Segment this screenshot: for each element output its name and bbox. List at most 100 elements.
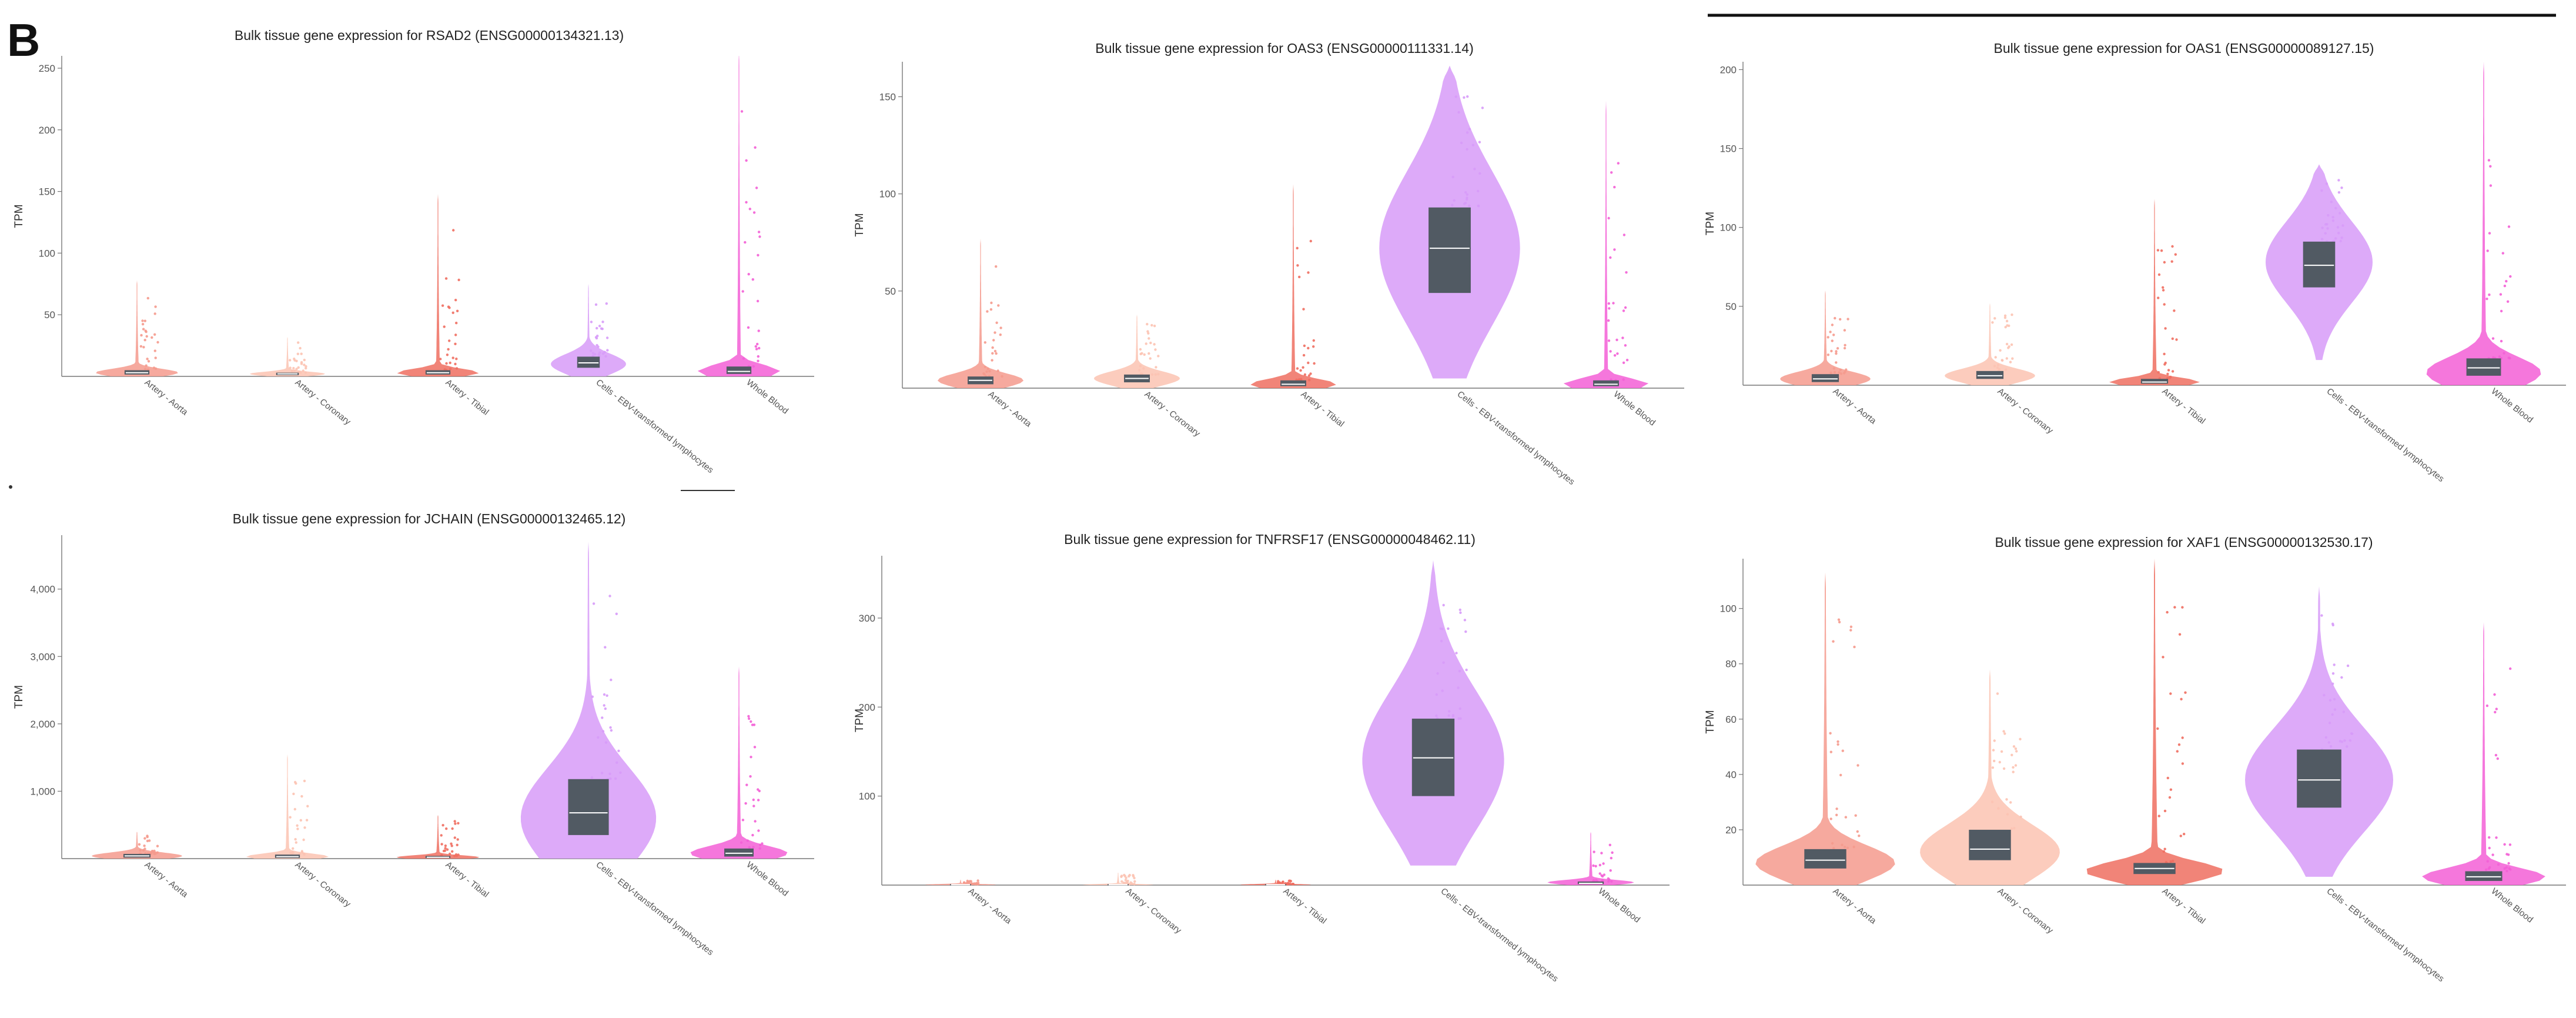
outlier-point xyxy=(303,779,306,783)
outlier-point xyxy=(1839,318,1842,321)
outlier-point xyxy=(446,848,449,851)
outlier-point xyxy=(2485,704,2489,707)
violin-group-artery-aorta xyxy=(96,280,178,376)
outlier-point xyxy=(745,783,748,786)
outlier-point xyxy=(447,305,450,308)
outlier-point xyxy=(2339,239,2342,243)
chart-panel-1: Bulk tissue gene expression for RSAD2 (E… xyxy=(13,28,814,475)
outlier-point xyxy=(752,805,755,807)
outlier-point xyxy=(2348,739,2352,742)
outlier-point xyxy=(745,159,748,162)
outlier-point xyxy=(450,845,453,847)
outlier-point xyxy=(289,359,292,362)
outlier-point xyxy=(1302,353,1306,357)
outlier-point xyxy=(1442,603,1445,607)
outlier-point xyxy=(2157,273,2161,276)
chart-panels: Bulk tissue gene expression for RSAD2 (E… xyxy=(13,28,2566,984)
outlier-point xyxy=(140,333,143,337)
outlier-point xyxy=(969,880,973,883)
violin-whole-blood xyxy=(2422,622,2545,885)
outlier-point xyxy=(1608,307,1611,310)
x-tick-label: Artery - Tibial xyxy=(1299,389,1346,429)
outlier-point xyxy=(1457,717,1460,720)
outlier-point xyxy=(615,612,618,616)
y-tick-label: 250 xyxy=(39,63,55,74)
outlier-point xyxy=(2160,249,2163,252)
outlier-point xyxy=(1832,367,1835,370)
outlier-point xyxy=(1441,689,1444,692)
outlier-point xyxy=(1593,850,1595,853)
x-tick-label: Cells - EBV-transformed lymphocytes xyxy=(594,378,715,475)
outlier-point xyxy=(2171,337,2174,341)
outlier-point xyxy=(454,822,457,825)
outlier-point xyxy=(756,342,759,346)
x-tick-label: Whole Blood xyxy=(745,378,790,416)
violin-whole-blood xyxy=(1547,832,1634,885)
outlier-point xyxy=(1600,852,1603,855)
x-tick-label: Artery - Tibial xyxy=(1282,886,1329,926)
outlier-point xyxy=(2176,750,2179,753)
outlier-point xyxy=(143,845,146,847)
outlier-point xyxy=(2488,846,2491,850)
outlier-point xyxy=(2162,286,2164,289)
outlier-point xyxy=(141,323,145,326)
violin-whole-blood xyxy=(1563,101,1649,388)
violin-cells-ebv-transformed-lymphocytes xyxy=(1362,560,1504,866)
outlier-point xyxy=(1831,842,1834,845)
outlier-point xyxy=(1307,374,1311,377)
outlier-point xyxy=(1298,275,1301,279)
outlier-point xyxy=(2323,693,2326,697)
outlier-point xyxy=(2012,766,2015,769)
outlier-point xyxy=(2010,753,2013,757)
outlier-point xyxy=(2324,232,2327,235)
outlier-point xyxy=(2166,610,2169,614)
outlier-point xyxy=(749,775,752,778)
outlier-point xyxy=(2320,614,2323,617)
outlier-point xyxy=(999,326,1002,329)
outlier-point xyxy=(1312,339,1315,342)
outlier-point xyxy=(446,353,449,356)
outlier-point xyxy=(297,366,300,369)
outlier-point xyxy=(2500,309,2503,313)
outlier-point xyxy=(1296,264,1299,267)
x-tick-label: Cells - EBV-transformed lymphocytes xyxy=(1439,886,1560,984)
outlier-point xyxy=(605,336,609,339)
outlier-point xyxy=(609,726,612,729)
outlier-point xyxy=(289,851,292,855)
outlier-point xyxy=(1154,348,1157,351)
outlier-point xyxy=(1299,369,1302,372)
outlier-point xyxy=(1441,628,1444,630)
y-tick-label: 3,000 xyxy=(30,651,55,662)
outlier-point xyxy=(1448,710,1451,713)
x-tick-label: Artery - Coronary xyxy=(1124,886,1184,936)
outlier-point xyxy=(601,730,605,733)
outlier-point xyxy=(750,756,752,759)
outlier-point xyxy=(1157,355,1160,358)
outlier-point xyxy=(2178,633,2182,636)
outlier-point xyxy=(1849,629,1852,632)
outlier-point xyxy=(758,843,762,847)
outlier-point xyxy=(1839,773,1842,777)
outlier-point xyxy=(146,296,149,300)
violin-artery-coronary xyxy=(1945,303,2035,385)
y-tick-label: 50 xyxy=(885,286,896,297)
outlier-point xyxy=(2505,280,2508,283)
outlier-point xyxy=(295,368,298,371)
violin-group-artery-coronary xyxy=(1945,303,2035,385)
outlier-point xyxy=(2324,223,2327,226)
outlier-point xyxy=(2496,757,2499,760)
y-tick-label: 100 xyxy=(1720,222,1737,233)
outlier-point xyxy=(995,321,998,324)
outlier-point xyxy=(2166,372,2169,376)
outlier-point xyxy=(2180,697,2183,701)
outlier-point xyxy=(2484,868,2488,872)
y-tick-label: 200 xyxy=(859,702,875,713)
outlier-point xyxy=(1138,369,1141,372)
outlier-point xyxy=(1150,323,1153,327)
outlier-point xyxy=(293,780,297,784)
outlier-point xyxy=(139,849,142,852)
outlier-point xyxy=(1845,368,1848,371)
outlier-point xyxy=(967,880,971,883)
outlier-point xyxy=(598,355,601,358)
outlier-point xyxy=(1830,349,1833,353)
